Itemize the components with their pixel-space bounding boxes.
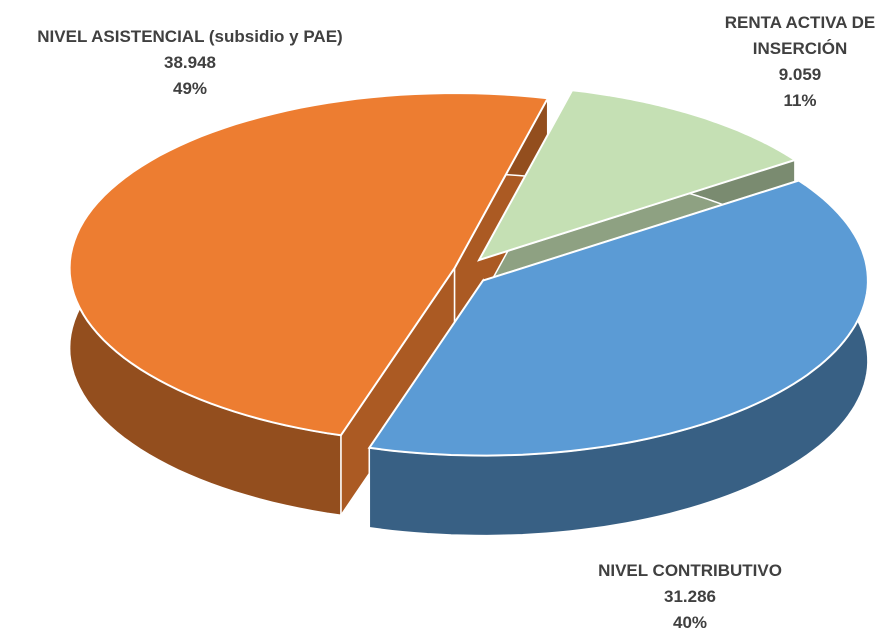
value-label: 11%	[783, 91, 817, 110]
data-label: NIVEL ASISTENCIAL (subsidio y PAE) 38.948…	[0, 24, 380, 102]
value-label: 9.059	[778, 65, 822, 84]
value-label: 31.286	[664, 587, 716, 606]
value-label: 49%	[172, 79, 208, 98]
category-label: NIVEL ASISTENCIAL (subsidio y PAE)	[37, 27, 343, 46]
slice	[477, 89, 798, 262]
value-label: 38.948	[164, 53, 216, 72]
category-label: NIVEL CONTRIBUTIVO	[598, 561, 782, 580]
data-label: NIVEL CONTRIBUTIVO 31.286 40%	[560, 558, 820, 636]
data-label: RENTA ACTIVA DE INSERCIÓN 9.059 11%	[700, 10, 892, 114]
category-label: RENTA ACTIVA DE INSERCIÓN	[724, 13, 876, 58]
slice	[367, 179, 869, 457]
value-label: 40%	[672, 613, 708, 632]
slice	[68, 92, 550, 437]
